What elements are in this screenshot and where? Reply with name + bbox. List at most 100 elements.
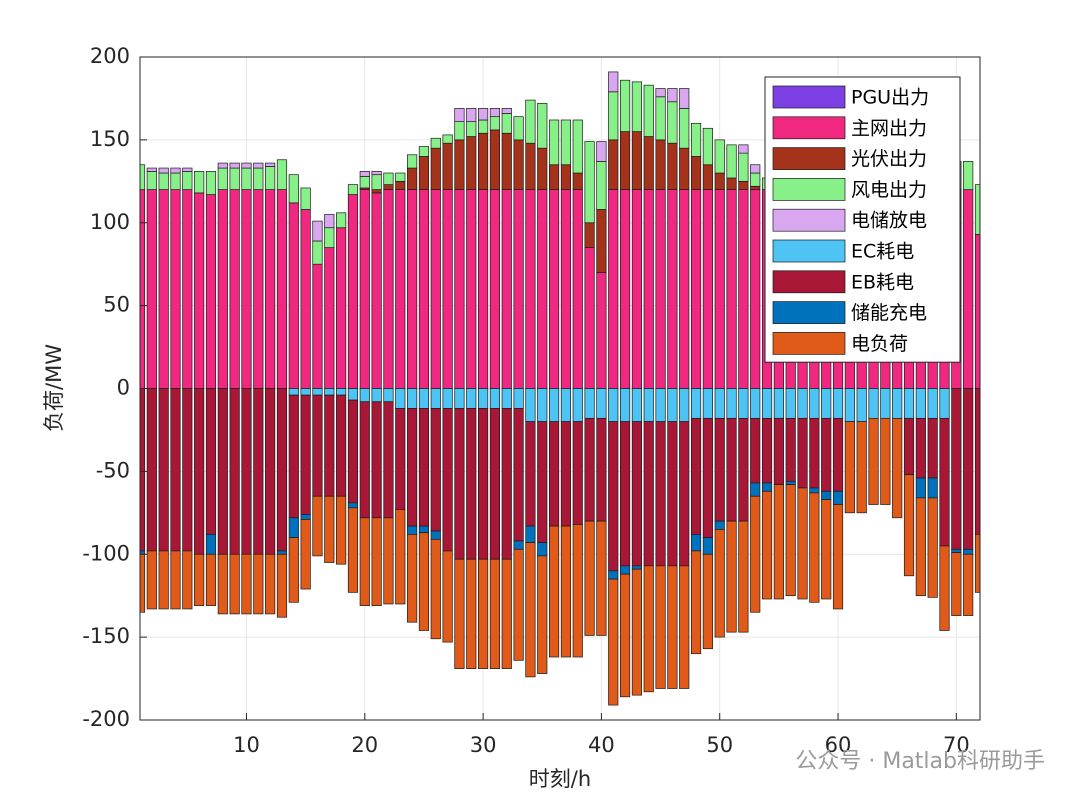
- bar-segment: [868, 417, 879, 505]
- bar-segment: [596, 520, 607, 636]
- bar-segment: [501, 388, 512, 409]
- bar-segment: [832, 504, 844, 610]
- bar-segment: [430, 530, 441, 540]
- bar-segment: [726, 388, 737, 419]
- bar-segment: [170, 189, 181, 389]
- bar-segment: [549, 421, 560, 527]
- bar-segment: [714, 520, 725, 530]
- bar-segment: [655, 565, 666, 689]
- bar-segment: [501, 132, 512, 190]
- bar-segment: [336, 495, 347, 565]
- bar-segment: [738, 520, 749, 633]
- bar-segment: [371, 517, 382, 606]
- bar-segment: [560, 525, 571, 658]
- bar-segment: [418, 156, 430, 190]
- bar-segment: [371, 171, 382, 176]
- bar-segment: [821, 417, 832, 492]
- bar-segment: [205, 194, 217, 389]
- bar-segment: [501, 189, 512, 389]
- bar-segment: [312, 495, 323, 557]
- x-tick-label: 70: [943, 733, 970, 757]
- bar-segment: [750, 482, 761, 497]
- bar-segment: [702, 189, 713, 389]
- bar-segment: [300, 394, 311, 515]
- bar-segment: [300, 388, 311, 396]
- bar-segment: [371, 192, 382, 389]
- bar-segment: [253, 553, 264, 615]
- bar-segment: [821, 490, 832, 500]
- bar-segment: [702, 417, 713, 539]
- bar-segment: [513, 116, 524, 141]
- bar-segment: [501, 108, 512, 114]
- bar-segment: [478, 108, 489, 121]
- y-tick-label: -50: [96, 458, 130, 482]
- bar-segment: [761, 482, 773, 492]
- bar-segment: [773, 484, 784, 600]
- bar-segment: [478, 132, 489, 190]
- bar-segment: [572, 421, 583, 525]
- bar-segment: [324, 227, 335, 248]
- bar-segment: [584, 247, 595, 389]
- bar-segment: [892, 417, 903, 519]
- bar-segment: [395, 180, 406, 190]
- bar-segment: [454, 408, 465, 560]
- bar-segment: [241, 189, 252, 389]
- bar-segment: [276, 189, 288, 389]
- bar-segment: [655, 88, 666, 98]
- bar-segment: [407, 189, 418, 389]
- bar-segment: [631, 565, 642, 570]
- bar-segment: [359, 171, 370, 177]
- bar-segment: [146, 388, 157, 552]
- bar-segment: [738, 144, 749, 154]
- bar-segment: [454, 121, 465, 141]
- bar-segment: [466, 189, 477, 389]
- bar-segment: [643, 421, 654, 567]
- bar-segment: [324, 247, 335, 389]
- bar-segment: [679, 421, 690, 567]
- bar-segment: [205, 171, 217, 195]
- bar-segment: [359, 189, 370, 389]
- bar-segment: [383, 172, 394, 185]
- y-tick-label: 200: [90, 44, 130, 68]
- bar-segment: [856, 388, 867, 423]
- bar-segment: [773, 417, 784, 485]
- watermark: 公众号 · Matlab科研助手: [795, 749, 1045, 774]
- bar-segment: [418, 146, 430, 157]
- bar-segment: [738, 388, 749, 419]
- legend-swatch: [772, 208, 846, 232]
- bar-segment: [726, 177, 737, 190]
- bar-segment: [832, 490, 844, 505]
- bar-segment: [750, 388, 761, 419]
- bar-segment: [336, 394, 347, 497]
- bar-segment: [312, 394, 323, 497]
- bar-segment: [489, 108, 501, 118]
- bar-segment: [418, 525, 430, 534]
- bar-segment: [182, 189, 193, 389]
- bar-segment: [383, 401, 394, 519]
- bar-segment: [679, 147, 690, 190]
- bar-segment: [442, 142, 453, 190]
- bar-segment: [336, 212, 347, 229]
- bar-segment: [560, 388, 571, 423]
- bar-segment: [265, 162, 276, 167]
- bar-segment: [537, 421, 548, 543]
- bar-segment: [501, 408, 512, 560]
- bar-segment: [927, 417, 938, 479]
- bar-segment: [690, 417, 702, 535]
- bar-segment: [501, 113, 512, 134]
- bar-segment: [560, 421, 571, 527]
- bar-segment: [265, 553, 276, 615]
- bar-segment: [951, 388, 962, 550]
- bar-segment: [619, 79, 631, 132]
- bar-segment: [690, 550, 702, 655]
- bar-segment: [170, 167, 181, 174]
- bar-segment: [430, 137, 441, 149]
- bar-segment: [430, 147, 441, 190]
- bar-segment: [300, 209, 311, 389]
- bar-segment: [217, 553, 228, 615]
- bar-segment: [608, 139, 619, 190]
- bar-segment: [643, 388, 654, 423]
- bar-segment: [963, 548, 974, 555]
- bar-segment: [596, 272, 607, 389]
